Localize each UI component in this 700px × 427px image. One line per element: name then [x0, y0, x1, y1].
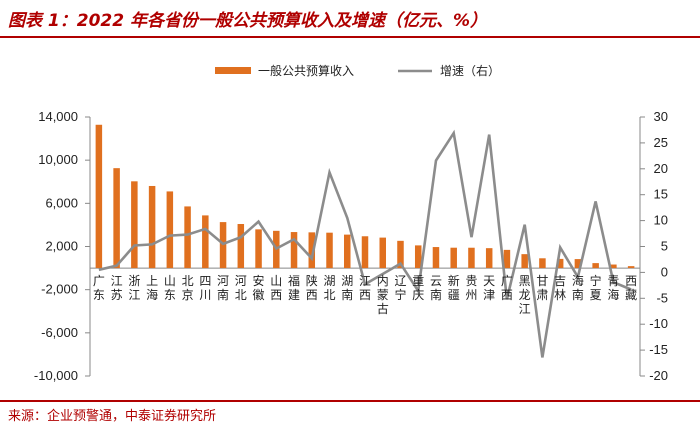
axes: -10,000 -6,000 -2,000 2,000 6,000 10,000 14,00…: [34, 109, 668, 383]
category-label: 陕西: [306, 273, 318, 302]
bar: [131, 181, 138, 269]
category-label: 河南: [217, 274, 229, 302]
category-label: 山东: [164, 274, 176, 302]
footer-divider: [0, 400, 700, 402]
right-tick-label: 30: [654, 109, 668, 124]
bar-series: [95, 124, 635, 269]
bar: [361, 236, 369, 269]
bar: [627, 266, 635, 269]
category-label: 黑龙江: [519, 274, 531, 316]
category-label: 辽宁: [394, 274, 406, 302]
category-label: 北京: [182, 274, 194, 302]
bar: [255, 229, 262, 269]
category-label: 青海: [607, 274, 619, 302]
category-label: 福建: [288, 273, 300, 302]
bar: [610, 264, 617, 269]
bar: [148, 185, 156, 269]
bar: [592, 263, 599, 269]
right-tick-label: 25: [654, 135, 668, 150]
left-tick-label: -6,000: [41, 325, 78, 340]
bar: [397, 240, 404, 269]
category-label: 广西: [501, 274, 513, 302]
category-label: 宁夏: [590, 273, 602, 302]
bar: [290, 232, 298, 269]
category-label: 山西: [270, 274, 282, 302]
category-labels: 广东江苏浙江上海山东北京四川河南河北安徽山西福建陕西湖北湖南江西内蒙古辽宁重庆云…: [93, 273, 637, 316]
bar: [503, 249, 511, 269]
left-tick-label: 2,000: [45, 239, 78, 254]
left-tick-label: 6,000: [45, 195, 78, 210]
bar: [202, 215, 209, 269]
category-label: 云南: [430, 274, 442, 302]
left-tick-label: -2,000: [41, 282, 78, 297]
bar: [539, 258, 546, 269]
right-tick-label: 15: [654, 187, 668, 202]
category-label: 内蒙古: [377, 274, 389, 316]
category-label: 上海: [146, 274, 158, 302]
source-note: 来源：企业预警通，中泰证券研究所: [8, 409, 217, 424]
category-label: 广东: [93, 274, 105, 302]
bar: [574, 259, 582, 269]
left-tick-label: -10,000: [34, 368, 78, 383]
category-label: 江苏: [111, 274, 123, 302]
bar: [237, 224, 245, 269]
bar: [113, 168, 120, 269]
category-label: 吉林: [554, 274, 566, 302]
legend: 一般公共预算收入 增速（右）: [215, 63, 500, 78]
right-tick-label: -15: [649, 342, 668, 357]
bar: [432, 247, 440, 269]
category-label: 四川: [199, 274, 211, 302]
bar: [184, 206, 191, 269]
right-tick-label: 20: [654, 161, 668, 176]
category-label: 新疆: [448, 273, 460, 302]
chart-area: 一般公共预算收入 增速（右） -10,000 -6,000 -2,000 2,000 6,…: [34, 63, 668, 383]
title-divider: [0, 36, 700, 38]
bar: [556, 258, 564, 269]
category-label: 西藏: [625, 274, 637, 302]
bar: [468, 247, 475, 269]
bar: [414, 245, 422, 269]
category-label: 甘肃: [536, 274, 548, 302]
bar: [308, 232, 316, 269]
right-tick-label: 5: [661, 239, 668, 254]
bar: [166, 191, 174, 269]
legend-bar-label: 一般公共预算收入: [258, 63, 354, 78]
category-label: 江西: [359, 274, 371, 302]
bar: [379, 237, 386, 269]
category-label: 河北: [235, 274, 247, 302]
right-tick-label: 0: [661, 264, 668, 279]
left-tick-label: 10,000: [38, 152, 78, 167]
category-label: 湖北: [324, 273, 336, 302]
line-series: [98, 129, 632, 358]
bar: [485, 248, 493, 269]
category-label: 重庆: [412, 274, 424, 302]
bar: [450, 247, 457, 269]
legend-bar-swatch: [215, 67, 251, 74]
category-label: 贵州: [465, 274, 477, 302]
category-label: 浙江: [128, 274, 140, 302]
category-label: 天津: [483, 274, 495, 302]
category-label: 海南: [572, 273, 584, 302]
right-tick-label: 10: [654, 213, 668, 228]
bar: [521, 254, 528, 269]
category-label: 安徽: [253, 273, 265, 302]
right-tick-label: -20: [649, 368, 668, 383]
right-tick-label: -10: [649, 316, 668, 331]
left-tick-label: 14,000: [38, 109, 78, 124]
category-label: 湖南: [341, 273, 353, 302]
right-tick-label: -5: [656, 290, 668, 305]
bar: [326, 232, 333, 269]
legend-line-label: 增速（右）: [440, 63, 500, 78]
chart-title: 图表 1：2022 年各省份一般公共预算收入及增速（亿元、%）: [8, 11, 488, 31]
bar: [344, 234, 351, 269]
bar: [95, 124, 103, 269]
